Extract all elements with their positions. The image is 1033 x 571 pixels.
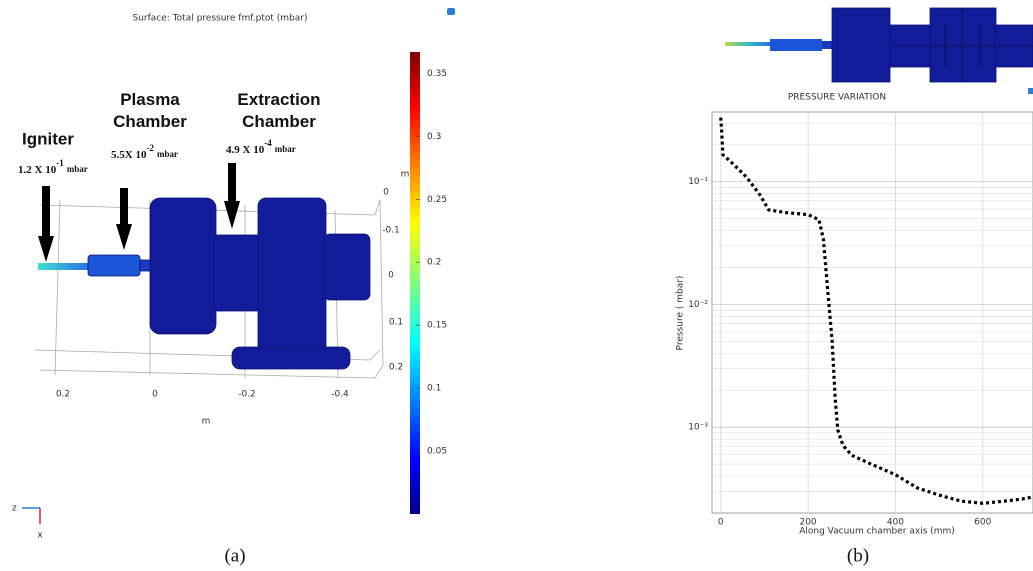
axis-tick-label: -0.1 [382,226,400,236]
colorbar-tick-label: 0.35 [427,69,447,79]
axis-unit: m [401,170,410,180]
annotation-name: Igniter [22,129,74,148]
triad-label: x [37,531,43,541]
geometry-thumbnail [725,8,1033,82]
axis-tick-label: 0 [152,390,158,400]
axis-triad: z x [12,504,43,541]
axis-tick-label: 0 [383,188,389,198]
chart-title: PRESSURE VARIATION [788,93,886,103]
colorbar-tick-label: 0.2 [427,258,441,268]
axis-unit: m [202,417,211,427]
geometry [38,198,370,369]
plot-background [712,112,1033,513]
y-tick-label: 10⁻³ [688,423,708,433]
annotation-value: 1.2 X 10-1mbar [18,158,88,175]
icon [1028,88,1033,94]
x-tick-label: 600 [974,518,991,528]
colorbar [410,52,420,514]
axis-tick-label: -0.4 [331,390,349,400]
annotation-unit: mbar [275,144,296,154]
annotation-exponent: -1 [56,158,64,168]
triad-label: z [12,504,17,514]
axis-tick-label: 0.1 [389,318,403,328]
icon [447,8,455,15]
annotation-exponent: -4 [264,138,272,148]
colorbar-tick-label: 0.3 [427,132,441,142]
figure: Surface: Total pressure fmf.ptot (mbar) … [0,0,1033,571]
colorbar-tick-label: 0.25 [427,195,447,205]
y-tick-label: 10⁻² [688,300,708,310]
x-axis-label: Along Vacuum chamber axis (mm) [799,527,955,537]
annotation-base: 1.2 X 10 [18,164,57,176]
caption: (b) [847,545,869,566]
y-tick-label: 10⁻¹ [688,177,708,187]
annotation-base: 4.9 X 10 [226,144,265,156]
colorbar-tick-label: 0.05 [427,447,447,457]
axis-tick-label: 0.2 [56,390,70,400]
annotation-base: 5.5X 10 [111,149,147,161]
annotation-value: 5.5X 10-2mbar [111,143,178,160]
axis-tick-label: -0.2 [238,390,256,400]
annotation-unit: mbar [157,149,178,159]
annotation-unit: mbar [67,164,88,174]
colorbar-tick-label: 0.15 [427,321,447,331]
axis-tick-label: 0 [388,271,394,281]
colorbar-tick-label: 0.1 [427,384,441,394]
panel-title: Surface: Total pressure fmf.ptot (mbar) [133,14,308,24]
x-tick-label: 0 [718,518,724,528]
axis-tick-label: 0.2 [389,363,403,373]
panel-a: Surface: Total pressure fmf.ptot (mbar) … [12,8,455,566]
caption: (a) [224,545,245,566]
y-axis-label: Pressure ( mbar) [676,276,686,351]
annotation-value: 4.9 X 10-4mbar [226,138,296,155]
annotation-exponent: -2 [146,143,154,153]
